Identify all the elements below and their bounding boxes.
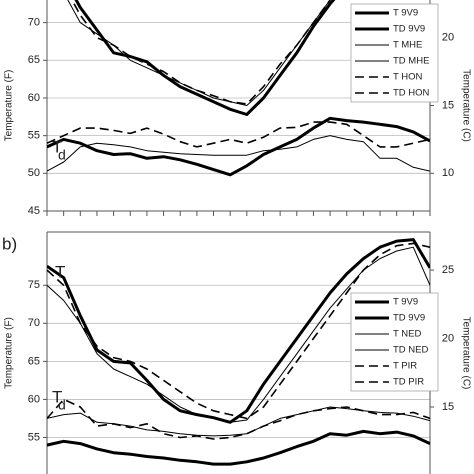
- y-axis-label: Temperature (F): [4, 70, 15, 142]
- series-line: [74, 0, 336, 116]
- y-axis-label: Temperature (F): [4, 317, 15, 389]
- y-tick-label: 45: [28, 205, 40, 217]
- annotation: T: [55, 262, 65, 281]
- y-tick-label: 75: [28, 279, 40, 291]
- y2-tick-label: 15: [442, 99, 454, 111]
- series-line: [47, 121, 430, 148]
- y-tick-label: 60: [28, 393, 40, 405]
- legend-label: TD 9V9: [393, 24, 425, 35]
- y-tick-label: 60: [28, 92, 40, 104]
- y-tick-label: 55: [28, 431, 40, 443]
- annotation-sub: d: [58, 147, 66, 163]
- y-tick-label: 70: [28, 17, 40, 29]
- y-tick-label: 50: [28, 167, 40, 179]
- panel-label: b): [2, 234, 17, 253]
- legend-label: T 9V9: [393, 297, 418, 308]
- annotation: T: [52, 137, 62, 156]
- y2-axis-label: Temperature (C): [460, 69, 471, 142]
- legend-label: TD HON: [393, 88, 430, 99]
- plot-area: [47, 0, 430, 177]
- legend-label: T PIR: [393, 361, 417, 372]
- y2-tick-label: 10: [442, 167, 454, 179]
- legend-label: T MHE: [393, 40, 422, 51]
- y2-axis-label: Temperature (C): [460, 317, 471, 390]
- legend-label: T 9V9: [393, 8, 418, 19]
- y2-tick-label: 20: [442, 332, 454, 344]
- legend-label: TD 9V9: [393, 313, 425, 324]
- plot-area: [47, 238, 430, 466]
- series-line: [47, 242, 430, 420]
- y-tick-label: 70: [28, 317, 40, 329]
- legend-label: T NED: [393, 329, 421, 340]
- y2-tick-label: 20: [442, 32, 454, 44]
- y-tick-label: 55: [28, 130, 40, 142]
- series-line: [47, 398, 430, 440]
- series-line: [47, 116, 430, 177]
- annotation: T: [52, 387, 62, 406]
- legend-label: T HON: [393, 72, 423, 83]
- series-line: [47, 135, 430, 172]
- annotation-sub: d: [58, 397, 66, 413]
- y2-tick-label: 15: [442, 401, 454, 413]
- y-tick-label: 65: [28, 54, 40, 66]
- series-line: [47, 406, 430, 437]
- legend-label: TD NED: [393, 345, 429, 356]
- legend-label: TD PIR: [393, 377, 424, 388]
- y-tick-label: 65: [28, 355, 40, 367]
- y2-tick-label: 25: [442, 264, 454, 276]
- legend-box: [350, 292, 439, 392]
- series-line: [47, 429, 430, 466]
- legend-box: [350, 3, 439, 103]
- legend-label: TD MHE: [393, 56, 429, 67]
- series-line: [71, 0, 332, 105]
